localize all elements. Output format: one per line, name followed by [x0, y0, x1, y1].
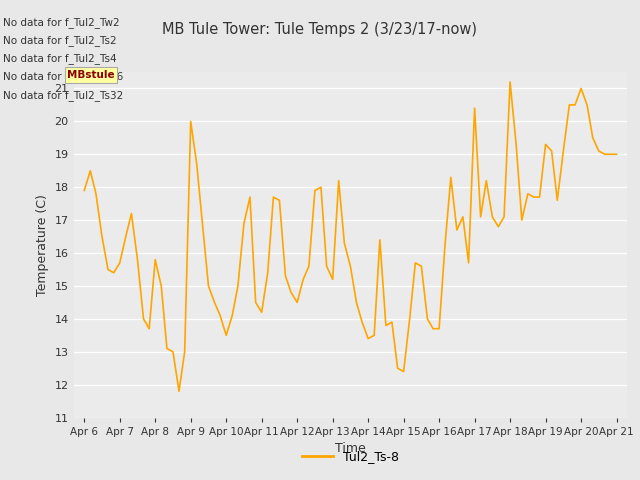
Text: No data for f_Tul2_Tw2: No data for f_Tul2_Tw2: [3, 17, 120, 28]
Text: No data for f_Tul2_Ts32: No data for f_Tul2_Ts32: [3, 90, 124, 101]
Text: No data for f_Tul2_Ts4: No data for f_Tul2_Ts4: [3, 53, 117, 64]
X-axis label: Time: Time: [335, 442, 366, 455]
Text: No data for f_Tul2_Ts16: No data for f_Tul2_Ts16: [3, 72, 124, 83]
Y-axis label: Temperature (C): Temperature (C): [36, 194, 49, 296]
Text: MBstule: MBstule: [67, 70, 115, 80]
Text: No data for f_Tul2_Ts2: No data for f_Tul2_Ts2: [3, 35, 117, 46]
Legend: Tul2_Ts-8: Tul2_Ts-8: [297, 445, 404, 468]
Text: MB Tule Tower: Tule Temps 2 (3/23/17-now): MB Tule Tower: Tule Temps 2 (3/23/17-now…: [163, 22, 477, 36]
